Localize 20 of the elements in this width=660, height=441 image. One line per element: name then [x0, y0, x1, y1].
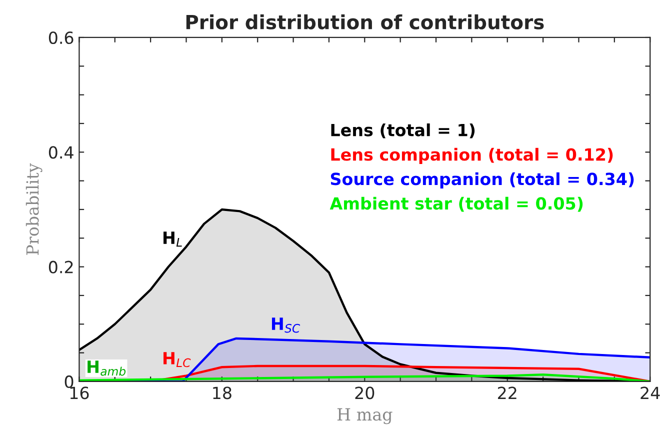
annotation: H$_{amb}$	[88, 360, 126, 376]
x-axis-title: H mag	[337, 408, 392, 424]
text: Ambient star (total = 0.05)	[330, 196, 583, 212]
text: Lens (total = 1)	[331, 123, 475, 138]
annotation: H$_{LC}$	[164, 352, 191, 368]
y-tick-label: 0.6	[48, 31, 74, 44]
text: Source companion (total = 0.34)	[330, 172, 634, 188]
annotation: H$_{SC}$	[272, 318, 300, 333]
annotation: H$_{L}$	[164, 232, 182, 247]
x-tick-label: 24	[640, 386, 660, 399]
text: Lens companion (total = 0.12)	[331, 148, 613, 164]
y-axis-title: Probability	[26, 163, 42, 255]
y-tick-label: 0.2	[48, 260, 73, 274]
y-tick-label: 0	[64, 375, 74, 388]
chart-title: Prior distribution of contributors	[186, 14, 544, 30]
x-tick-label: 16	[70, 386, 89, 400]
x-tick-label: 20	[355, 386, 374, 400]
y-tick-label: 0.4	[48, 146, 74, 159]
x-tick-label: 22	[498, 386, 516, 399]
x-tick-label: 18	[213, 386, 232, 400]
